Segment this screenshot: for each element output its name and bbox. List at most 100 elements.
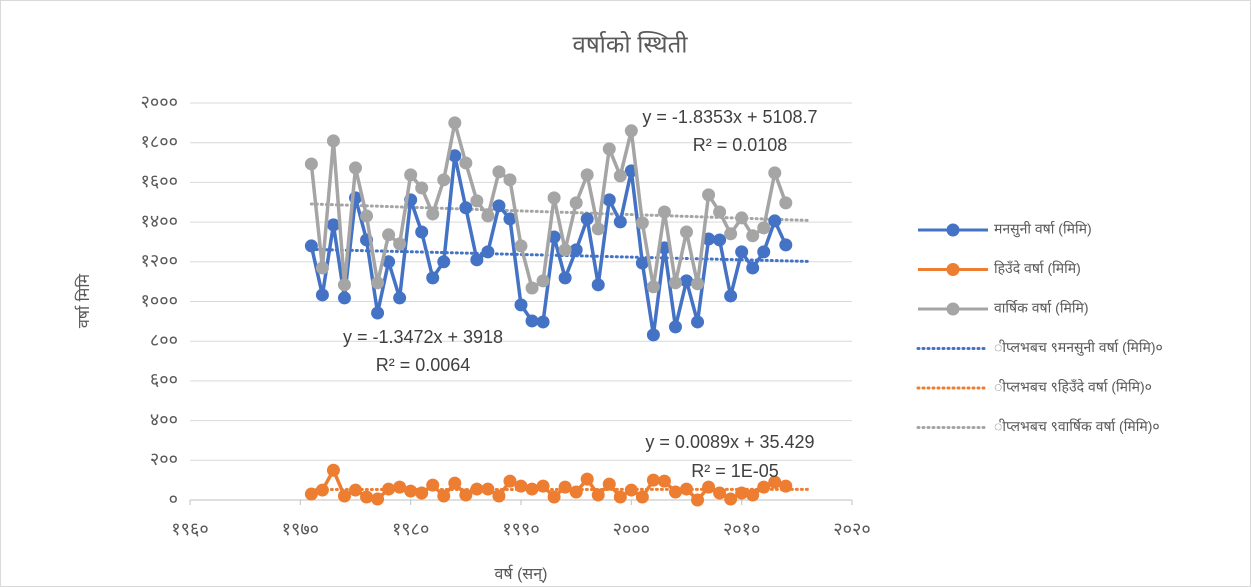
marker xyxy=(514,479,528,493)
marker xyxy=(735,486,749,500)
marker xyxy=(326,463,340,477)
marker xyxy=(724,492,738,506)
marker xyxy=(713,205,727,219)
y-tick-label: ४०० xyxy=(150,409,178,429)
marker xyxy=(448,149,462,163)
marker xyxy=(470,253,484,267)
marker xyxy=(558,480,572,494)
marker xyxy=(580,168,594,182)
marker xyxy=(779,479,793,493)
x-tick-label: १९७० xyxy=(282,519,319,539)
marker xyxy=(382,482,396,496)
y-tick-label: ० xyxy=(169,489,178,509)
marker xyxy=(657,474,671,488)
legend-label: वार्षिक वर्षा (मिमि) xyxy=(994,300,1088,316)
marker xyxy=(724,227,738,241)
marker xyxy=(382,255,396,269)
marker xyxy=(315,288,329,302)
marker xyxy=(680,274,693,288)
y-tick-label: ८०० xyxy=(150,330,178,350)
trend-equation: y = 0.0089x + 35.429 xyxy=(645,432,814,452)
marker xyxy=(304,239,318,253)
marker xyxy=(437,255,451,269)
y-tick-label: २०० xyxy=(150,449,178,469)
marker xyxy=(481,209,495,223)
legend-label: ीप्लभबच ९मनसुनी वर्षा (मिमि)० xyxy=(994,339,1163,356)
trend-equation: R² = 1E-05 xyxy=(691,461,779,481)
marker xyxy=(360,209,374,223)
marker xyxy=(624,483,638,497)
marker xyxy=(437,173,451,187)
marker xyxy=(713,486,727,500)
marker xyxy=(668,276,682,290)
marker xyxy=(459,201,473,215)
marker xyxy=(702,480,716,494)
marker xyxy=(525,314,539,328)
marker xyxy=(702,232,716,246)
marker xyxy=(492,199,506,213)
marker xyxy=(646,473,660,487)
marker xyxy=(646,328,660,342)
marker xyxy=(304,487,318,501)
marker xyxy=(702,188,716,202)
marker xyxy=(514,298,528,312)
marker xyxy=(569,243,583,257)
marker xyxy=(569,196,583,210)
marker xyxy=(713,233,727,247)
marker xyxy=(393,237,407,251)
marker xyxy=(470,482,484,496)
marker xyxy=(492,489,506,503)
marker xyxy=(481,245,495,259)
x-tick-label: २०१० xyxy=(723,519,760,539)
marker xyxy=(448,116,462,130)
marker xyxy=(668,320,682,334)
marker xyxy=(315,483,329,497)
marker xyxy=(448,476,462,490)
marker xyxy=(757,221,771,235)
marker xyxy=(657,205,671,219)
marker xyxy=(646,280,660,294)
trendline xyxy=(309,202,810,222)
x-tick-label: २००० xyxy=(613,519,650,539)
marker xyxy=(437,489,451,503)
marker xyxy=(503,212,517,226)
chart-title: वर्षाको स्थिती xyxy=(572,30,688,58)
marker xyxy=(371,492,385,506)
y-axis-label: वर्षा मिमि xyxy=(74,273,93,328)
marker xyxy=(326,218,340,232)
trend-equation: y = -1.3472x + 3918 xyxy=(343,327,503,347)
marker xyxy=(459,488,473,502)
marker xyxy=(735,245,749,259)
marker xyxy=(680,225,693,239)
marker xyxy=(337,278,351,292)
marker xyxy=(492,165,506,179)
marker xyxy=(746,229,760,243)
marker xyxy=(315,261,329,275)
marker xyxy=(757,480,771,494)
marker xyxy=(613,169,627,183)
marker xyxy=(569,485,583,499)
legend-marker xyxy=(946,302,960,316)
legend-label: मनसुनी वर्षा (मिमि) xyxy=(994,221,1092,238)
y-tick-label: १००० xyxy=(141,290,178,310)
marker xyxy=(349,483,362,497)
y-tick-label: १८०० xyxy=(141,131,178,151)
marker xyxy=(481,482,495,496)
marker xyxy=(459,156,473,170)
marker xyxy=(360,490,374,504)
marker xyxy=(624,124,638,138)
marker xyxy=(779,196,793,210)
marker xyxy=(349,161,362,175)
marker xyxy=(768,214,782,228)
marker xyxy=(746,488,760,502)
marker xyxy=(415,486,429,500)
marker xyxy=(525,281,539,295)
marker xyxy=(404,168,418,182)
marker xyxy=(558,243,572,257)
marker xyxy=(602,477,616,491)
y-tick-label: ६०० xyxy=(150,370,178,390)
marker xyxy=(668,485,682,499)
marker xyxy=(326,134,340,148)
x-axis-label: वर्ष (सन्) xyxy=(495,564,548,584)
